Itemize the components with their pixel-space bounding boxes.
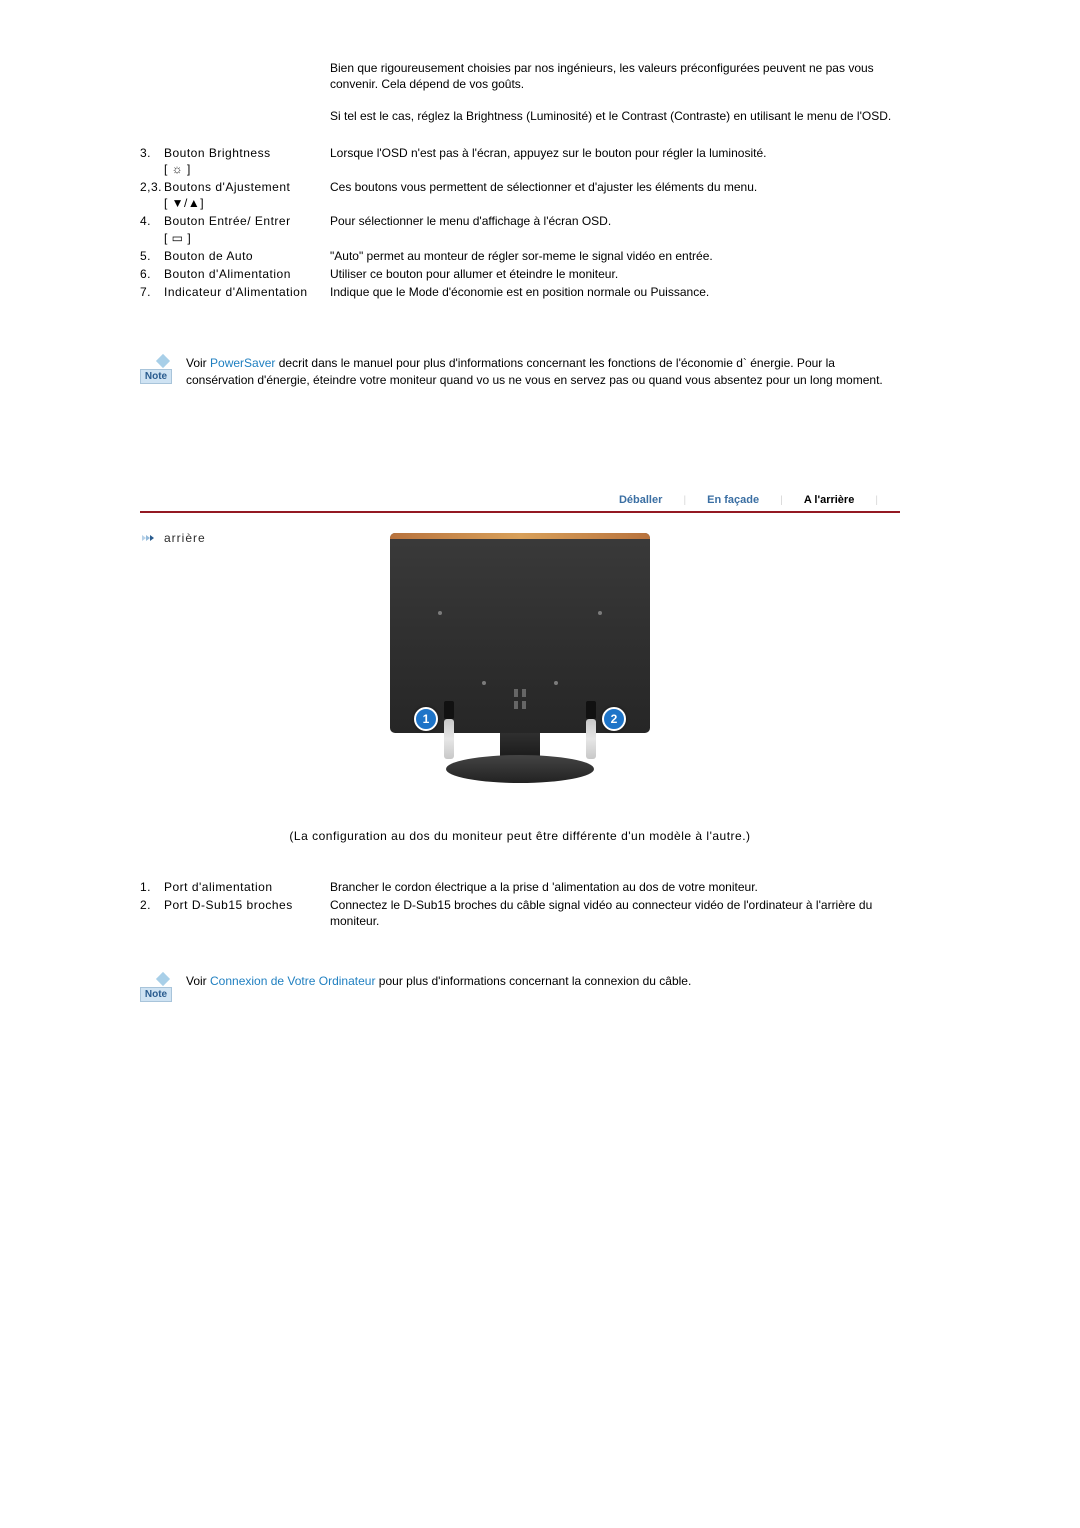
port-row: 1.Port d'alimentationBrancher le cordon … xyxy=(140,879,900,895)
feature-row: 6.Bouton d'AlimentationUtiliser ce bouto… xyxy=(140,266,900,282)
tab-bar: Déballer | En façade | A l'arrière | xyxy=(140,489,900,513)
powersaver-link[interactable]: PowerSaver xyxy=(210,356,275,370)
port-number: 2. xyxy=(140,897,164,913)
feature-row: 7.Indicateur d'AlimentationIndique que l… xyxy=(140,284,900,300)
feature-number: 2,3. xyxy=(140,179,164,195)
features-list: 3.Bouton Brightness[ ☼ ]Lorsque l'OSD n'… xyxy=(140,145,900,301)
feature-symbol: [ ▭ ] xyxy=(164,231,191,245)
intro-para-2: Si tel est le cas, réglez la Brightness … xyxy=(330,108,900,124)
tab-deballer[interactable]: Déballer xyxy=(619,489,662,511)
feature-symbol: [ ☼ ] xyxy=(164,162,191,176)
feature-row: 5.Bouton de Auto"Auto" permet au monteur… xyxy=(140,248,900,264)
feature-description: Lorsque l'OSD n'est pas à l'écran, appuy… xyxy=(330,145,900,161)
feature-row: 2,3.Boutons d'Ajustement[ ▼/▲]Ces bouton… xyxy=(140,179,900,211)
callout-1: 1 xyxy=(414,707,438,731)
chevron-icon xyxy=(142,532,156,544)
page: Bien que rigoureusement choisies par nos… xyxy=(140,0,900,1082)
port-row: 2.Port D-Sub15 brochesConnectez le D-Sub… xyxy=(140,897,900,929)
figure-caption: (La configuration au dos du moniteur peu… xyxy=(140,829,900,843)
feature-row: 4.Bouton Entrée/ Entrer[ ▭ ]Pour sélecti… xyxy=(140,213,900,245)
feature-description: Pour sélectionner le menu d'affichage à … xyxy=(330,213,900,229)
note-connexion: Note Voir Connexion de Votre Ordinateur … xyxy=(140,973,900,1002)
feature-description: "Auto" permet au monteur de régler sor-m… xyxy=(330,248,900,264)
feature-label: Boutons d'Ajustement[ ▼/▲] xyxy=(164,179,330,211)
feature-label: Bouton Entrée/ Entrer[ ▭ ] xyxy=(164,213,330,245)
intro-para-1: Bien que rigoureusement choisies par nos… xyxy=(330,60,900,92)
feature-label: Bouton d'Alimentation xyxy=(164,266,330,282)
connexion-link[interactable]: Connexion de Votre Ordinateur xyxy=(210,974,375,988)
feature-description: Ces boutons vous permettent de sélection… xyxy=(330,179,900,195)
note-powersaver: Note Voir PowerSaver decrit dans le manu… xyxy=(140,355,900,389)
port-description: Brancher le cordon électrique a la prise… xyxy=(330,879,900,895)
callout-2: 2 xyxy=(602,707,626,731)
ports-list: 1.Port d'alimentationBrancher le cordon … xyxy=(140,879,900,930)
feature-number: 7. xyxy=(140,284,164,300)
feature-description: Utiliser ce bouton pour allumer et étein… xyxy=(330,266,900,282)
tab-en-facade[interactable]: En façade xyxy=(707,489,759,511)
note-text: Voir Connexion de Votre Ordinateur pour … xyxy=(186,973,900,990)
feature-label: Bouton de Auto xyxy=(164,248,330,264)
intro-block: Bien que rigoureusement choisies par nos… xyxy=(330,60,900,125)
tab-arriere[interactable]: A l'arrière xyxy=(804,489,855,511)
feature-number: 3. xyxy=(140,145,164,161)
note-text: Voir PowerSaver decrit dans le manuel po… xyxy=(186,355,900,389)
note-label: Note xyxy=(140,987,172,1002)
feature-symbol: [ ▼/▲] xyxy=(164,196,204,210)
note-badge: Note xyxy=(140,973,172,1002)
feature-description: Indique que le Mode d'économie est en po… xyxy=(330,284,900,300)
port-number: 1. xyxy=(140,879,164,895)
port-label: Port D-Sub15 broches xyxy=(164,897,330,913)
port-description: Connectez le D-Sub15 broches du câble si… xyxy=(330,897,900,929)
feature-label: Indicateur d'Alimentation xyxy=(164,284,330,300)
note-icon xyxy=(156,972,170,986)
feature-number: 6. xyxy=(140,266,164,282)
feature-number: 4. xyxy=(140,213,164,229)
port-label: Port d'alimentation xyxy=(164,879,330,895)
feature-number: 5. xyxy=(140,248,164,264)
note-icon xyxy=(156,354,170,368)
section-title: arrière xyxy=(164,531,206,545)
note-label: Note xyxy=(140,369,172,384)
feature-label: Bouton Brightness[ ☼ ] xyxy=(164,145,330,177)
note-badge: Note xyxy=(140,355,172,384)
monitor-rear-figure: 1 2 xyxy=(380,533,660,803)
feature-row: 3.Bouton Brightness[ ☼ ]Lorsque l'OSD n'… xyxy=(140,145,900,177)
